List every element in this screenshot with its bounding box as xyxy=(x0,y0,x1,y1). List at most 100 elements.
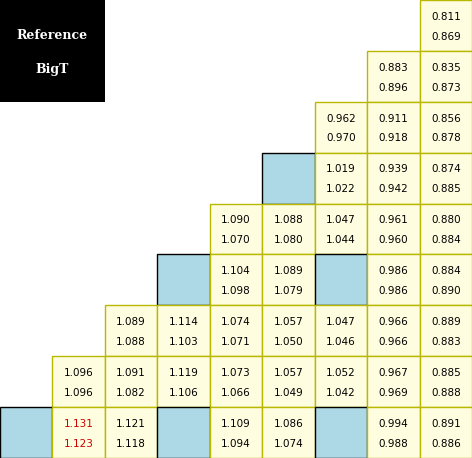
Bar xyxy=(367,356,420,407)
Bar xyxy=(105,305,157,356)
Text: 1.047: 1.047 xyxy=(326,317,356,327)
Text: 1.074: 1.074 xyxy=(274,439,303,449)
Text: 1.103: 1.103 xyxy=(169,337,198,347)
Text: 1.089: 1.089 xyxy=(274,266,303,276)
Text: 0.896: 0.896 xyxy=(379,82,408,93)
Text: 1.079: 1.079 xyxy=(274,286,303,296)
Text: 0.884: 0.884 xyxy=(431,266,461,276)
Bar xyxy=(420,0,472,51)
Text: 1.096: 1.096 xyxy=(64,388,93,398)
Text: 0.969: 0.969 xyxy=(379,388,408,398)
Text: 0.873: 0.873 xyxy=(431,82,461,93)
Bar xyxy=(367,153,420,203)
Text: 0.885: 0.885 xyxy=(431,184,461,194)
Bar xyxy=(315,305,367,356)
Bar xyxy=(157,407,210,458)
Bar xyxy=(420,255,472,305)
Bar xyxy=(262,305,315,356)
Text: 0.966: 0.966 xyxy=(379,337,408,347)
Text: 1.080: 1.080 xyxy=(274,235,303,245)
Bar xyxy=(52,356,105,407)
Bar xyxy=(210,255,262,305)
Text: 0.884: 0.884 xyxy=(431,235,461,245)
Text: 0.939: 0.939 xyxy=(379,164,408,174)
Text: 1.082: 1.082 xyxy=(116,388,146,398)
Bar xyxy=(210,305,262,356)
Text: 1.042: 1.042 xyxy=(326,388,356,398)
Text: 0.962: 0.962 xyxy=(326,114,356,124)
Text: 1.123: 1.123 xyxy=(64,439,93,449)
Text: 1.088: 1.088 xyxy=(116,337,146,347)
Text: 1.104: 1.104 xyxy=(221,266,251,276)
Bar xyxy=(420,203,472,255)
Text: 0.883: 0.883 xyxy=(379,63,408,73)
Bar xyxy=(420,102,472,153)
Text: 0.889: 0.889 xyxy=(431,317,461,327)
Bar xyxy=(105,356,157,407)
Text: 0.835: 0.835 xyxy=(431,63,461,73)
Text: Reference: Reference xyxy=(17,29,88,42)
Bar xyxy=(420,51,472,102)
Bar xyxy=(420,407,472,458)
Bar xyxy=(0,0,105,102)
Text: 0.886: 0.886 xyxy=(431,439,461,449)
Text: 0.883: 0.883 xyxy=(431,337,461,347)
Bar xyxy=(210,356,262,407)
Text: 1.086: 1.086 xyxy=(274,419,303,429)
Bar xyxy=(367,305,420,356)
Text: 1.114: 1.114 xyxy=(169,317,199,327)
Text: 1.089: 1.089 xyxy=(116,317,146,327)
Bar xyxy=(315,255,367,305)
Text: 1.088: 1.088 xyxy=(274,215,303,225)
Bar xyxy=(262,407,315,458)
Bar xyxy=(105,407,157,458)
Text: 0.888: 0.888 xyxy=(431,388,461,398)
Text: 0.961: 0.961 xyxy=(379,215,408,225)
Text: 0.878: 0.878 xyxy=(431,133,461,143)
Bar xyxy=(315,203,367,255)
Text: 1.044: 1.044 xyxy=(326,235,356,245)
Text: 1.070: 1.070 xyxy=(221,235,251,245)
Text: 0.891: 0.891 xyxy=(431,419,461,429)
Text: 1.094: 1.094 xyxy=(221,439,251,449)
Text: 0.970: 0.970 xyxy=(326,133,356,143)
Text: 1.057: 1.057 xyxy=(274,368,303,378)
Bar xyxy=(262,153,315,203)
Text: 0.986: 0.986 xyxy=(379,286,408,296)
Text: 0.994: 0.994 xyxy=(379,419,408,429)
Bar xyxy=(262,203,315,255)
Bar xyxy=(420,356,472,407)
Text: 0.890: 0.890 xyxy=(431,286,461,296)
Text: BigT: BigT xyxy=(36,63,69,76)
Text: 1.019: 1.019 xyxy=(326,164,356,174)
Text: 1.022: 1.022 xyxy=(326,184,356,194)
Text: 1.106: 1.106 xyxy=(169,388,198,398)
Text: 0.966: 0.966 xyxy=(379,317,408,327)
Text: 1.057: 1.057 xyxy=(274,317,303,327)
Bar xyxy=(157,356,210,407)
Text: 0.988: 0.988 xyxy=(379,439,408,449)
Bar xyxy=(157,305,210,356)
Bar xyxy=(315,356,367,407)
Text: 1.047: 1.047 xyxy=(326,215,356,225)
Bar xyxy=(367,203,420,255)
Text: 1.091: 1.091 xyxy=(116,368,146,378)
Bar xyxy=(262,255,315,305)
Text: 0.869: 0.869 xyxy=(431,32,461,42)
Bar xyxy=(210,407,262,458)
Bar xyxy=(367,407,420,458)
Text: 0.885: 0.885 xyxy=(431,368,461,378)
Text: 1.046: 1.046 xyxy=(326,337,356,347)
Text: 0.967: 0.967 xyxy=(379,368,408,378)
Text: 1.074: 1.074 xyxy=(221,317,251,327)
Text: 1.109: 1.109 xyxy=(221,419,251,429)
Text: 1.049: 1.049 xyxy=(274,388,303,398)
Text: 0.874: 0.874 xyxy=(431,164,461,174)
Text: 0.986: 0.986 xyxy=(379,266,408,276)
Text: 1.050: 1.050 xyxy=(274,337,303,347)
Text: 1.098: 1.098 xyxy=(221,286,251,296)
Bar xyxy=(420,153,472,203)
Bar xyxy=(367,255,420,305)
Text: 1.071: 1.071 xyxy=(221,337,251,347)
Text: 1.131: 1.131 xyxy=(64,419,93,429)
